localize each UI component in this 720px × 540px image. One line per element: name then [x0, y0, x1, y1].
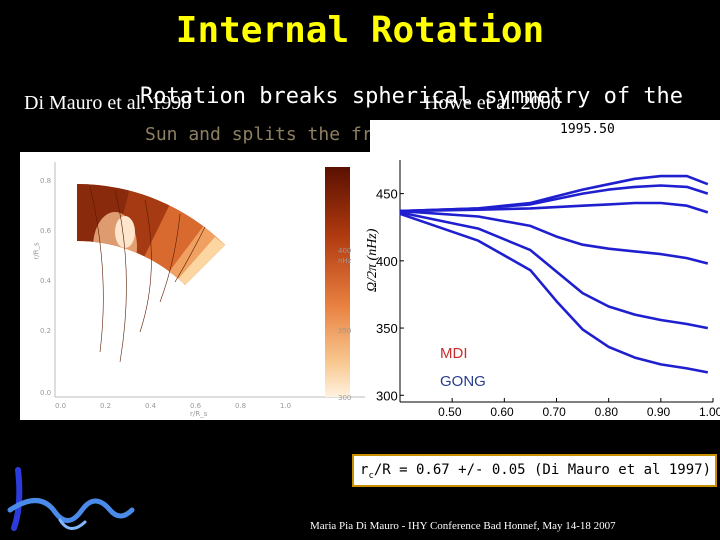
colorbar-unit: nHz: [338, 257, 352, 265]
rotation-series-line: [399, 209, 709, 265]
chart-x-axis-label: r/R: [568, 428, 582, 439]
rotation-series-line: [399, 211, 709, 330]
x-tick: 0.2: [100, 402, 112, 410]
y-tick: 0.4: [40, 277, 52, 285]
x-tick-label: 0.90: [647, 405, 671, 419]
result-subscript: c: [368, 470, 374, 481]
y-tick: 0.0: [40, 389, 52, 397]
rotation-profile-panel: 450 400 350 300 0.50 0.60 0.70 0.80 0.90 1.00: [370, 120, 720, 420]
colorbar-tick: 300: [338, 394, 352, 402]
y-tick-label: 350: [376, 321, 398, 336]
x-axis-label: r/R_s: [190, 410, 208, 418]
x-tick-label: 0.50: [438, 405, 462, 419]
rotation-series-line: [399, 201, 709, 214]
result-suffix: /R = 0.67 +/- 0.05 (Di Mauro et al 1997): [373, 462, 712, 478]
y-tick-label: 300: [376, 388, 398, 403]
x-tick: 0.4: [145, 402, 157, 410]
y-tick: 0.2: [40, 327, 52, 335]
x-tick: 0.0: [55, 402, 67, 410]
y-tick-label: 450: [376, 187, 398, 202]
chart-y-axis-label: Ω/2π (nHz): [365, 228, 380, 292]
legend-mdi: MDI: [440, 345, 468, 362]
colorbar-tick: 400: [338, 247, 352, 255]
x-tick-label: 0.80: [595, 405, 619, 419]
legend-gong: GONG: [440, 373, 486, 390]
x-tick: 1.0: [280, 402, 292, 410]
y-tick: 0.8: [40, 177, 52, 185]
subtitle-line-1: Rotation breaks spherical symmetry of th…: [140, 84, 684, 109]
colorbar-tick: 350: [338, 327, 352, 335]
x-tick-label: 0.60: [490, 405, 514, 419]
y-tick-label: 400: [376, 254, 398, 269]
rotation-series-line: [399, 184, 709, 213]
rotation-contour-panel: 0.8 0.6 0.4 0.2 0.0 r/R_s 0.0 0.2 0.4 0.…: [20, 152, 378, 420]
slide-title: Internal Rotation: [175, 10, 545, 51]
rotation-series-line: [399, 212, 709, 374]
y-axis-label: r/R_s: [32, 242, 41, 260]
footer-text: Maria Pia Di Mauro - IHY Conference Bad …: [310, 520, 616, 532]
chart-year-label: 1995.50: [560, 122, 615, 137]
x-tick-label: 1.00: [699, 405, 720, 419]
result-box: [352, 454, 717, 487]
result-text: rc/R = 0.67 +/- 0.05 (Di Mauro et al 199…: [360, 462, 711, 481]
citation-left: Di Mauro et al. 1998: [24, 92, 192, 114]
x-tick: 0.6: [190, 402, 202, 410]
y-tick: 0.6: [40, 227, 52, 235]
rotation-contour-map: [54, 162, 365, 398]
rotation-series-line: [399, 174, 709, 213]
result-prefix: r: [360, 462, 369, 478]
x-tick: 0.8: [235, 402, 247, 410]
rotation-profile-chart: 450 400 350 300 0.50 0.60 0.70 0.80 0.90 1.00: [376, 160, 720, 419]
x-tick-label: 0.70: [543, 405, 567, 419]
conference-logo: [7, 467, 135, 531]
citation-right: Howe et al. 2000: [424, 92, 561, 114]
